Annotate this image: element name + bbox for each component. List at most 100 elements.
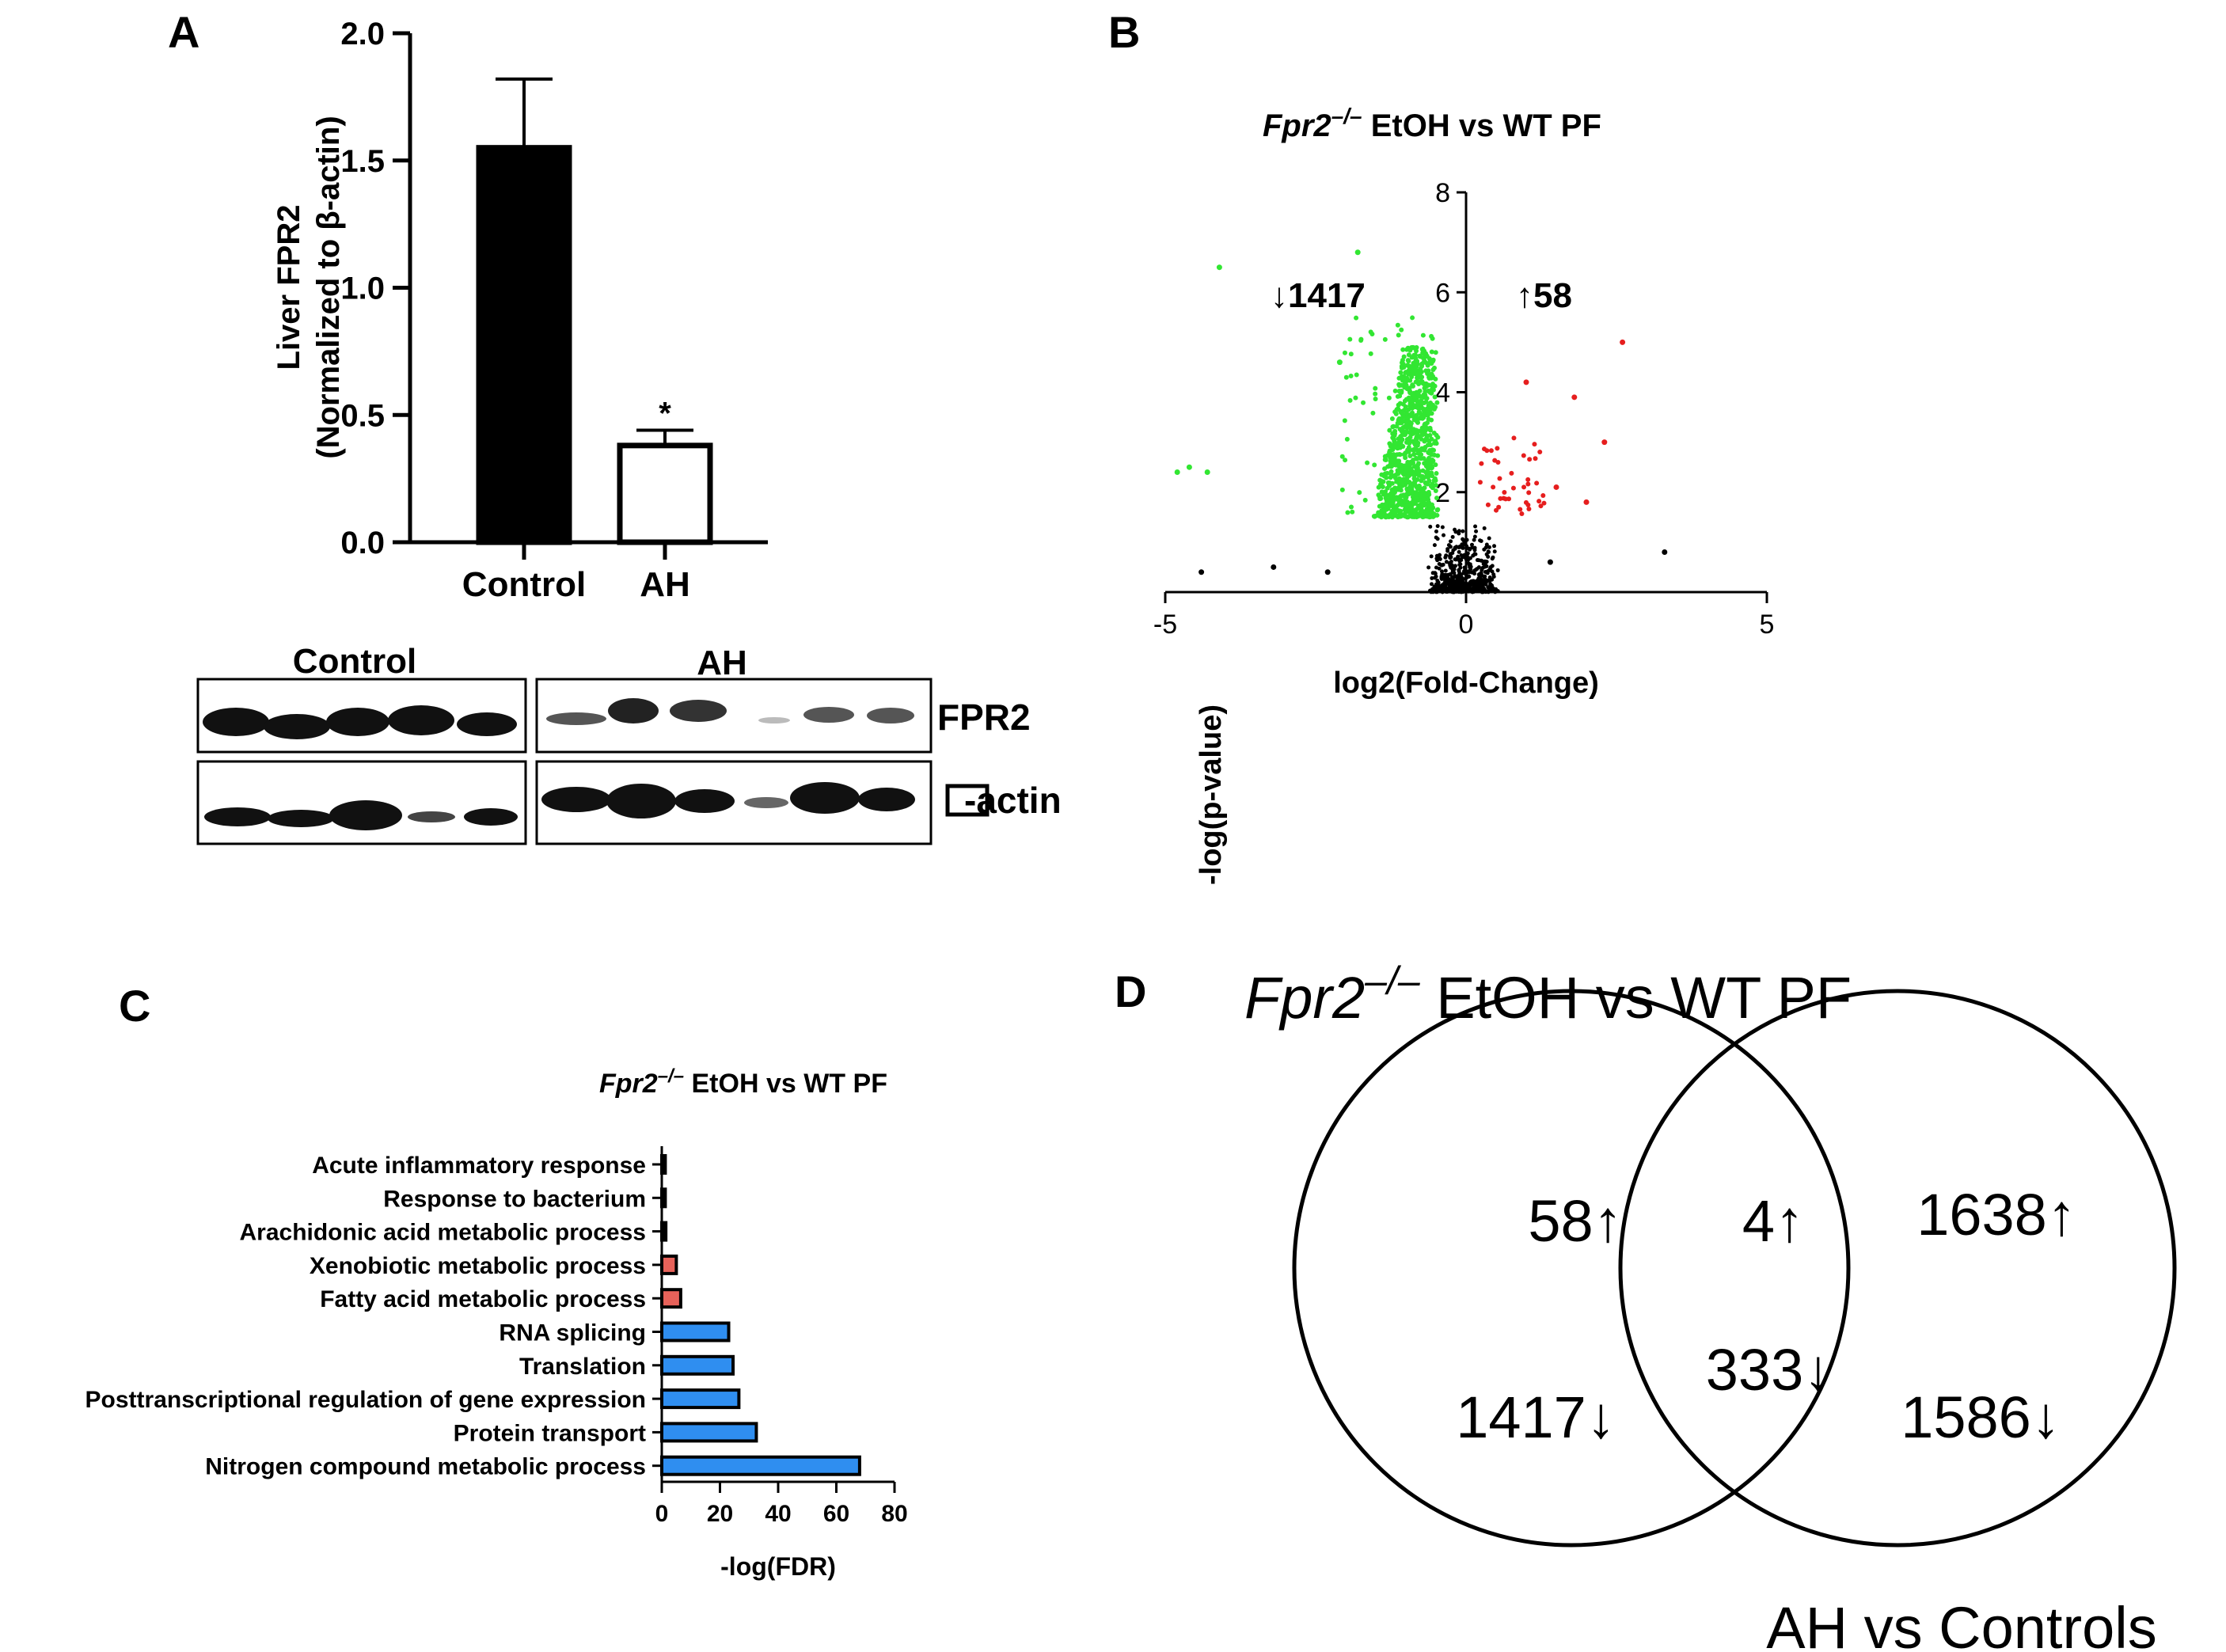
b-point xyxy=(1428,588,1433,593)
c-bar xyxy=(660,1221,668,1242)
b-point xyxy=(1442,533,1446,537)
b-point xyxy=(1518,507,1523,512)
b-x-tick-label: 0 xyxy=(1459,610,1474,640)
wb-box-fpr2-ah xyxy=(535,678,933,754)
b-point xyxy=(1601,439,1608,446)
wb-fpr2-label: FPR2 xyxy=(937,697,1031,738)
b-point xyxy=(1403,510,1408,515)
a-y-tick-label: 1.0 xyxy=(340,272,385,306)
wb-box-actin-control xyxy=(196,760,527,845)
c-bar xyxy=(660,1388,741,1410)
b-point xyxy=(1457,562,1462,567)
b-point xyxy=(1484,564,1489,568)
b-point xyxy=(1373,391,1378,397)
b-point xyxy=(1449,539,1453,544)
b-point xyxy=(1439,563,1444,568)
b-point xyxy=(1423,469,1428,475)
a-y-tick-label: 1.5 xyxy=(340,144,385,179)
b-point xyxy=(1433,350,1438,355)
b-point xyxy=(1389,416,1395,422)
b-point xyxy=(1405,363,1411,368)
b-point xyxy=(1345,510,1350,515)
b-point xyxy=(1476,565,1481,570)
b-point xyxy=(1398,497,1404,503)
b-point xyxy=(1487,536,1491,541)
a-x-tick-label: Control xyxy=(462,565,586,604)
panel-d: D Fpr2–/– EtOH vs WT PF 58↑ 1417↓ 4↑ 333… xyxy=(1115,959,2177,1652)
wb-bands-fpr2-ah xyxy=(546,698,914,725)
b-point xyxy=(1400,401,1406,407)
b-point xyxy=(1429,349,1434,355)
b-point xyxy=(1446,589,1451,594)
panel-a-label: A xyxy=(168,7,199,57)
b-point xyxy=(1414,412,1419,418)
b-point xyxy=(1414,464,1419,469)
b-point xyxy=(1468,556,1472,560)
b-point xyxy=(1472,537,1476,542)
b-point xyxy=(1399,374,1404,379)
b-point xyxy=(1379,508,1385,514)
b-point xyxy=(1405,447,1411,453)
b-point xyxy=(1495,460,1501,465)
venn-left-up-count: 58 xyxy=(1528,1188,1593,1254)
b-point xyxy=(1537,450,1543,455)
b-point xyxy=(1377,494,1382,499)
b-point xyxy=(1502,489,1507,495)
b-point xyxy=(1492,549,1497,554)
b-point xyxy=(1365,460,1370,465)
b-point xyxy=(1400,425,1406,431)
panel-c: C Fpr2–/– EtOH vs WT PF Acute inflammato… xyxy=(85,981,908,1581)
b-point xyxy=(1523,379,1529,385)
b-down-count: 1417 xyxy=(1288,276,1366,315)
b-point xyxy=(1428,372,1434,378)
c-bar xyxy=(660,1288,682,1309)
b-point xyxy=(1468,579,1472,584)
b-point xyxy=(1387,448,1392,454)
b-point xyxy=(1448,579,1453,583)
venn-overlap-up-count: 4 xyxy=(1742,1188,1775,1254)
b-point xyxy=(1478,577,1483,582)
b-point xyxy=(1422,412,1427,418)
a-y-tick-label: 2.0 xyxy=(340,17,385,51)
b-point xyxy=(1479,539,1483,544)
b-point xyxy=(1390,501,1396,507)
b-point xyxy=(1479,571,1483,575)
c-category-label: Response to bacterium xyxy=(383,1186,646,1212)
b-point xyxy=(1400,347,1406,352)
b-point xyxy=(1457,549,1461,554)
b-point xyxy=(1511,435,1517,441)
b-point xyxy=(1410,364,1415,370)
b-point xyxy=(1397,436,1403,442)
b-point xyxy=(1467,574,1472,579)
b-point xyxy=(1350,509,1355,515)
b-point xyxy=(1506,496,1512,502)
b-point xyxy=(1424,464,1430,469)
b-point xyxy=(1411,448,1417,454)
b-point xyxy=(1204,469,1210,475)
b-point xyxy=(1412,352,1418,358)
b-point xyxy=(1402,452,1407,458)
b-point xyxy=(1425,502,1430,507)
b-point xyxy=(1461,588,1465,593)
venn-right-up: 1638↑ xyxy=(1916,1182,2076,1248)
b-point xyxy=(1411,476,1417,481)
b-point xyxy=(1408,397,1414,403)
b-point xyxy=(1396,509,1402,515)
c-ticks: 0 20 40 60 80 xyxy=(655,1482,908,1527)
b-point xyxy=(1339,487,1345,492)
d-left-title-gene: Fpr2 xyxy=(1244,965,1365,1031)
down-arrow-icon: ↓ xyxy=(1271,276,1288,315)
b-point xyxy=(1396,389,1402,394)
b-points xyxy=(1174,249,1668,594)
b-point xyxy=(1434,535,1438,540)
b-point xyxy=(1426,478,1432,484)
c-bar xyxy=(660,1187,667,1209)
b-point xyxy=(1432,543,1437,548)
b-point xyxy=(1383,457,1388,462)
b-point xyxy=(1412,499,1418,504)
beta-symbol-box-icon xyxy=(945,784,990,817)
b-point xyxy=(1469,542,1474,547)
b-point xyxy=(1532,442,1537,447)
b-point xyxy=(1357,490,1362,496)
b-point xyxy=(1354,315,1359,321)
